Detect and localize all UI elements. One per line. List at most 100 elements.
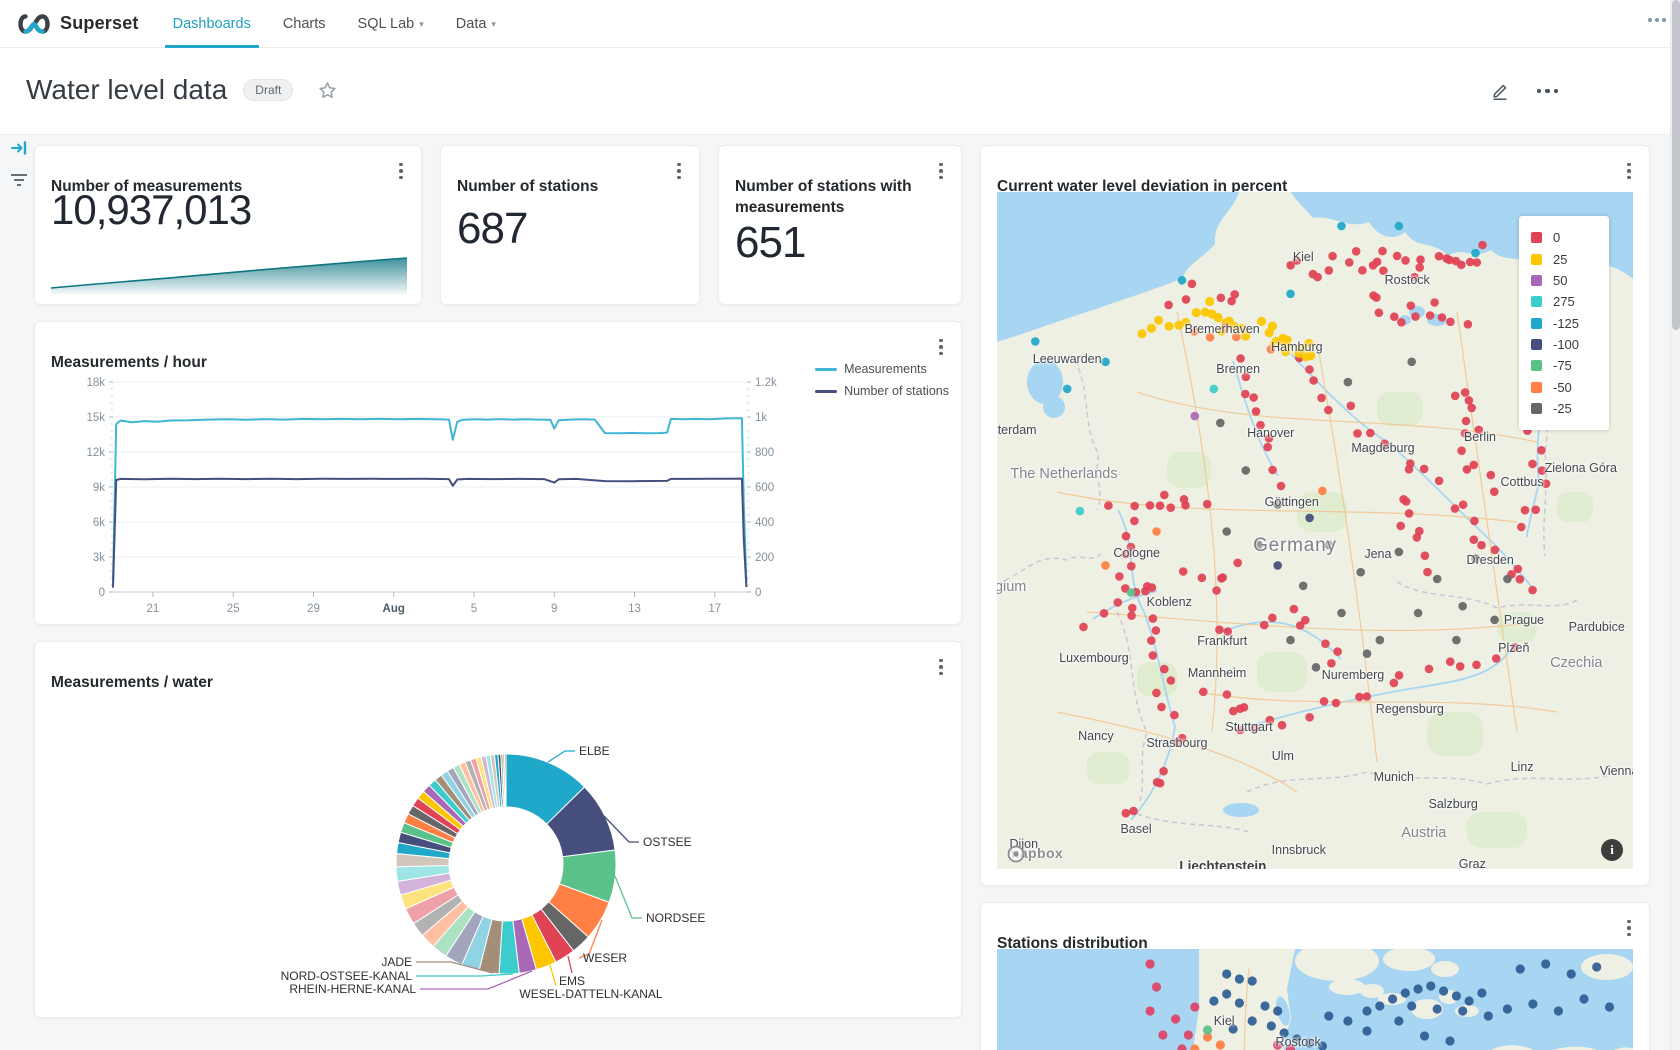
mapbox-attribution[interactable]: mapbox xyxy=(1007,845,1063,863)
svg-text:21: 21 xyxy=(147,603,160,615)
card-title: Number of measurements xyxy=(51,177,243,195)
timeseries-line-chart[interactable]: 0 0 3k 200 6k 400 9k 600 12k 800 15k 1k 18k 1.2k 21 25 2… xyxy=(35,322,963,626)
svg-text:800: 800 xyxy=(755,447,774,459)
svg-text:JADE: JADE xyxy=(381,955,412,969)
panel-water-level-deviation-map: Current water level deviation in percent xyxy=(980,145,1650,886)
nav-item-sql-lab[interactable]: SQL Lab ▾ xyxy=(357,15,424,32)
chart-menu-kebab-icon[interactable] xyxy=(929,158,953,184)
chart-menu-kebab-icon[interactable] xyxy=(389,158,413,184)
map-legend-item[interactable]: -50 xyxy=(1531,377,1597,398)
chart-menu-kebab-icon[interactable] xyxy=(1617,915,1641,941)
card-number-of-stations: Number of stations 687 xyxy=(440,145,700,305)
map-legend-item[interactable]: 275 xyxy=(1531,291,1597,312)
big-number-value: 651 xyxy=(735,218,806,267)
panel-measurements-per-water: Measurements / water ELBE OSTSEE NORDSEE WE… xyxy=(34,641,962,1018)
scrollbar-thumb[interactable] xyxy=(1672,0,1680,330)
map-legend-item[interactable]: -25 xyxy=(1531,398,1597,419)
deviation-map[interactable]: LeeuwardenAmsterdamThe NetherlandsBremer… xyxy=(997,192,1633,869)
svg-text:ELBE: ELBE xyxy=(579,744,610,758)
map-legend-item[interactable]: 25 xyxy=(1531,248,1597,269)
svg-text:18k: 18k xyxy=(86,377,105,389)
svg-text:1.2k: 1.2k xyxy=(755,377,777,389)
svg-text:400: 400 xyxy=(755,517,774,529)
svg-text:OSTSEE: OSTSEE xyxy=(643,835,692,849)
chart-menu-kebab-icon[interactable] xyxy=(929,654,953,680)
svg-text:29: 29 xyxy=(307,603,320,615)
page-title-row: Water level data Draft xyxy=(26,74,338,106)
panel-title: Measurements / hour xyxy=(51,353,207,371)
panel-stations-distribution: Stations distribution xyxy=(980,902,1650,1050)
map-legend-item[interactable]: -125 xyxy=(1531,313,1597,334)
svg-text:3k: 3k xyxy=(93,552,105,564)
chart-menu-kebab-icon[interactable] xyxy=(667,158,691,184)
svg-text:17: 17 xyxy=(708,603,721,615)
superset-infinity-icon xyxy=(16,11,52,37)
expand-filter-bar-icon[interactable] xyxy=(10,140,28,159)
filter-bar-collapsed xyxy=(6,140,32,190)
legend-item[interactable]: Number of stations xyxy=(815,384,949,398)
svg-text:200: 200 xyxy=(755,552,774,564)
legend-item[interactable]: Measurements xyxy=(815,362,949,376)
svg-text:0: 0 xyxy=(99,587,105,599)
chart-menu-kebab-icon[interactable] xyxy=(1617,158,1641,184)
page-scrollbar xyxy=(1670,0,1680,1050)
nav-item-charts[interactable]: Charts xyxy=(282,15,326,32)
chart-legend: Measurements Number of stations xyxy=(815,362,949,406)
panel-measurements-per-hour: Measurements / hour 0 0 3k 200 6k 400 9k 600 12k… xyxy=(34,321,962,625)
svg-text:0: 0 xyxy=(755,587,761,599)
page-title: Water level data xyxy=(26,74,228,105)
map-legend-item[interactable]: 0 xyxy=(1531,227,1597,248)
card-number-of-stations-with-measurements: Number of stations with measurements 651 xyxy=(718,145,962,305)
chart-menu-kebab-icon[interactable] xyxy=(929,334,953,360)
stations-map[interactable]: Kiel Rostock xyxy=(997,949,1633,1050)
svg-text:9: 9 xyxy=(551,603,557,615)
map-legend: 0 25 50 275 -125 -100 -75 -50 -25 xyxy=(1519,216,1609,431)
svg-text:WESEL-DATTELN-KANAL: WESEL-DATTELN-KANAL xyxy=(519,987,662,1001)
big-number-value: 687 xyxy=(457,204,528,253)
svg-text:1k: 1k xyxy=(755,412,767,424)
caret-down-icon: ▾ xyxy=(491,19,496,29)
brand-name: Superset xyxy=(60,13,139,33)
donut-chart[interactable]: ELBE OSTSEE NORDSEE WESER EMSWESEL-DATTELN-K… xyxy=(51,692,947,1012)
caret-down-icon: ▾ xyxy=(419,19,424,29)
nav-item-data[interactable]: Data ▾ xyxy=(455,15,496,32)
header-actions xyxy=(1487,78,1561,104)
svg-text:600: 600 xyxy=(755,482,774,494)
card-number-of-measurements: Number of measurements 10,937,013 xyxy=(34,145,422,305)
filter-icon[interactable] xyxy=(10,173,28,190)
card-title: Number of stations with measurements xyxy=(735,177,912,216)
trendline-sparkline[interactable] xyxy=(51,250,407,294)
svg-text:15k: 15k xyxy=(86,412,105,424)
panel-title: Measurements / water xyxy=(51,673,213,691)
svg-text:WESER: WESER xyxy=(583,951,627,965)
edit-dashboard-button[interactable] xyxy=(1487,78,1513,104)
svg-text:Aug: Aug xyxy=(383,603,405,615)
svg-text:6k: 6k xyxy=(93,517,105,529)
svg-text:13: 13 xyxy=(628,603,641,615)
nav-item-dashboards[interactable]: Dashboards xyxy=(157,0,267,48)
nav-menu: Dashboards Charts SQL Lab ▾ Data ▾ xyxy=(157,0,512,48)
card-title: Number of stations xyxy=(457,177,599,195)
map-legend-item[interactable]: -75 xyxy=(1531,355,1597,376)
map-legend-item[interactable]: -100 xyxy=(1531,334,1597,355)
mapbox-logo-icon xyxy=(1007,845,1025,863)
svg-text:NORDSEE: NORDSEE xyxy=(646,911,705,925)
nav-overflow-icon[interactable] xyxy=(1648,18,1666,22)
dashboard-header: Water level data Draft xyxy=(0,48,1680,135)
big-number-value: 10,937,013 xyxy=(51,186,252,233)
svg-text:9k: 9k xyxy=(93,482,105,494)
dashboard-menu-button[interactable] xyxy=(1535,87,1561,96)
panel-title: Stations distribution xyxy=(997,934,1148,952)
svg-text:NORD-OSTSEE-KANAL: NORD-OSTSEE-KANAL xyxy=(281,969,413,983)
status-badge: Draft xyxy=(243,79,294,101)
svg-text:12k: 12k xyxy=(86,447,105,459)
panel-title: Current water level deviation in percent xyxy=(997,177,1288,195)
map-legend-item[interactable]: 50 xyxy=(1531,270,1597,291)
svg-text:RHEIN-HERNE-KANAL: RHEIN-HERNE-KANAL xyxy=(289,982,416,996)
superset-logo[interactable]: Superset xyxy=(0,0,157,47)
map-info-button[interactable]: i xyxy=(1601,839,1623,861)
favorite-star-icon[interactable] xyxy=(317,80,338,101)
svg-text:5: 5 xyxy=(471,603,477,615)
svg-text:25: 25 xyxy=(227,603,240,615)
